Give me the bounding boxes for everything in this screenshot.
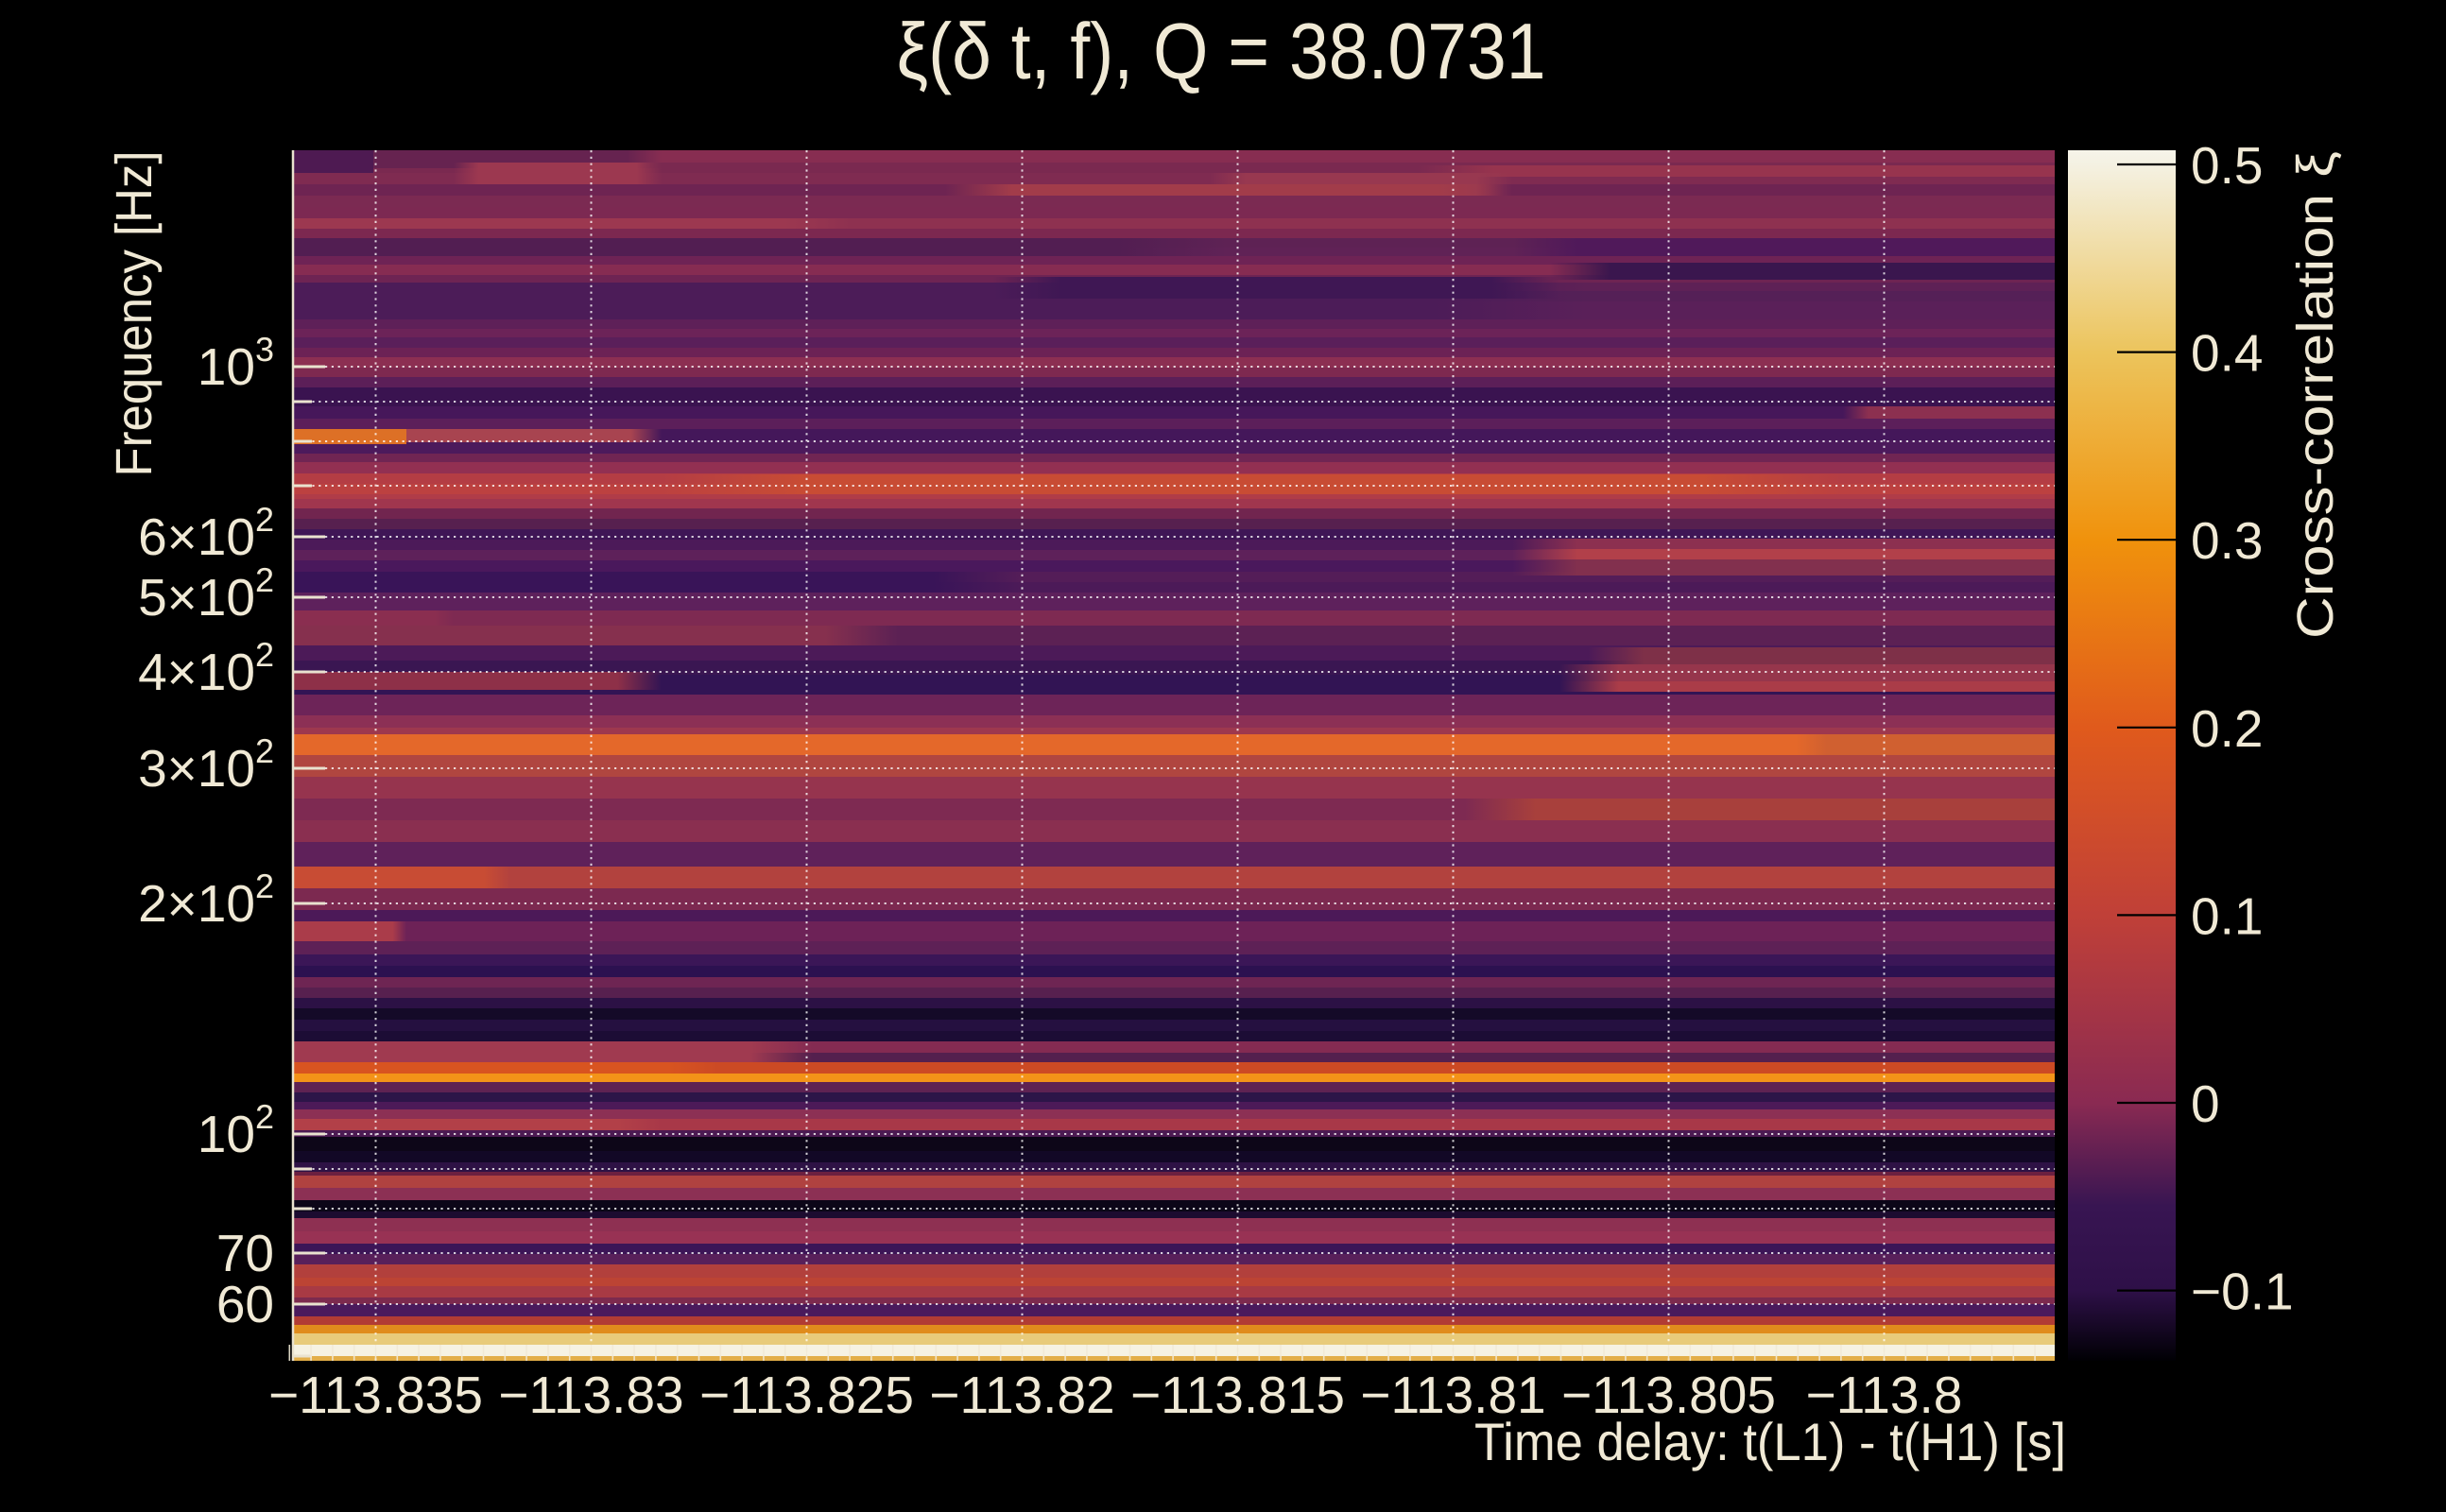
svg-text:−113.8: −113.8	[1806, 1366, 1963, 1424]
svg-text:ξ(δ t, f), Q = 38.0731: ξ(δ t, f), Q = 38.0731	[897, 7, 1546, 95]
svg-text:−113.815: −113.815	[1130, 1366, 1345, 1424]
svg-text:−113.805: −113.805	[1561, 1366, 1776, 1424]
svg-text:70: 70	[216, 1224, 274, 1282]
svg-text:0.2: 0.2	[2191, 699, 2263, 758]
svg-text:−113.835: −113.835	[268, 1366, 483, 1424]
svg-text:−113.81: −113.81	[1360, 1366, 1545, 1424]
svg-text:Cross-correlation ξ: Cross-correlation ξ	[2287, 151, 2344, 639]
svg-text:−113.83: −113.83	[498, 1366, 683, 1424]
svg-text:0.1: 0.1	[2191, 886, 2263, 945]
svg-text:5×102: 5×102	[138, 560, 274, 627]
svg-text:0.5: 0.5	[2191, 136, 2263, 195]
svg-text:6×102: 6×102	[138, 500, 274, 566]
svg-text:2×102: 2×102	[138, 867, 274, 933]
svg-text:3×102: 3×102	[138, 731, 274, 798]
svg-text:−113.82: −113.82	[929, 1366, 1114, 1424]
svg-text:Time delay: t(L1) - t(H1) [s]: Time delay: t(L1) - t(H1) [s]	[1474, 1412, 2066, 1471]
svg-text:0.4: 0.4	[2191, 324, 2263, 383]
svg-text:Frequency [Hz]: Frequency [Hz]	[106, 151, 163, 477]
svg-text:0.3: 0.3	[2191, 511, 2263, 570]
svg-text:60: 60	[216, 1275, 274, 1333]
svg-text:4×102: 4×102	[138, 635, 274, 701]
svg-text:−113.825: −113.825	[699, 1366, 914, 1424]
svg-text:0: 0	[2191, 1074, 2220, 1133]
svg-text:−0.1: −0.1	[2191, 1263, 2294, 1321]
